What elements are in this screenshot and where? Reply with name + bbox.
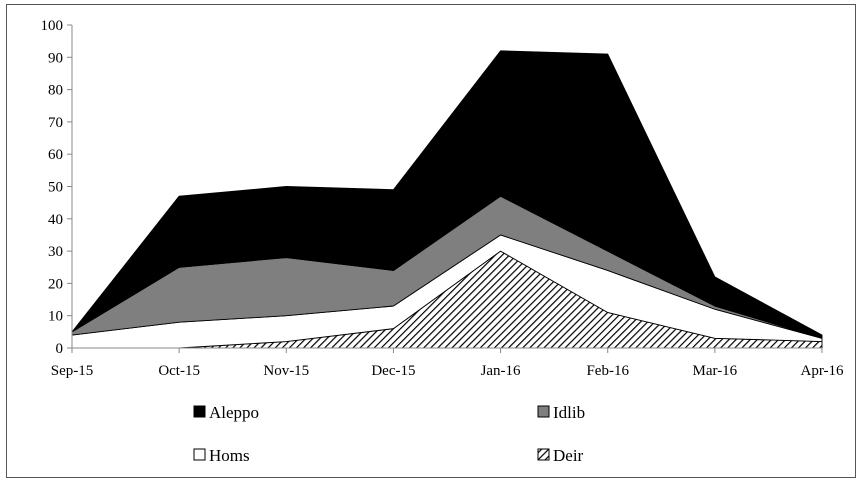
legend-item-homs: Homs — [193, 446, 250, 465]
legend-swatch-idlib — [537, 405, 550, 418]
x-tick-label: Oct-15 — [158, 363, 200, 379]
y-tick-label: 20 — [48, 276, 63, 292]
y-tick-label: 40 — [48, 212, 63, 228]
legend-swatch-deir — [537, 448, 550, 461]
legend-label-aleppo: Aleppo — [209, 403, 259, 422]
y-tick-label: 30 — [48, 244, 63, 260]
y-tick-label: 70 — [48, 115, 63, 131]
y-tick-label: 50 — [48, 180, 63, 196]
axes: 0 10 20 30 40 50 60 70 80 90 100 Sep-15 Oct-15 Nov-15… — [41, 18, 845, 379]
y-tick-label: 90 — [48, 50, 63, 66]
legend-item-aleppo: Aleppo — [193, 403, 259, 422]
legend-label-idlib: Idlib — [553, 403, 585, 422]
legend-swatch-homs — [193, 448, 206, 461]
legend-label-deir: Deir — [553, 446, 584, 465]
legend-item-deir: Deir — [537, 446, 584, 465]
legend-label-homs: Homs — [209, 446, 250, 465]
x-tick-label: Apr-16 — [800, 363, 844, 379]
x-tick-label: Sep-15 — [51, 363, 94, 379]
legend: Aleppo Idlib Homs Deir — [193, 403, 585, 465]
y-tick-label: 60 — [48, 147, 63, 163]
x-tick-label: Mar-16 — [693, 363, 738, 379]
y-tick-label: 100 — [41, 18, 64, 34]
x-tick-label: Dec-15 — [371, 363, 415, 379]
area-layers — [71, 50, 823, 349]
y-tick-label: 0 — [56, 341, 64, 357]
x-tick-label: Nov-15 — [263, 363, 309, 379]
y-tick-label: 10 — [48, 309, 63, 325]
x-tick-label: Jan-16 — [481, 363, 521, 379]
legend-swatch-aleppo — [193, 405, 206, 418]
legend-item-idlib: Idlib — [537, 403, 585, 422]
y-tick-label: 80 — [48, 83, 63, 99]
x-tick-label: Feb-16 — [586, 363, 629, 379]
area-aleppo — [71, 50, 823, 339]
